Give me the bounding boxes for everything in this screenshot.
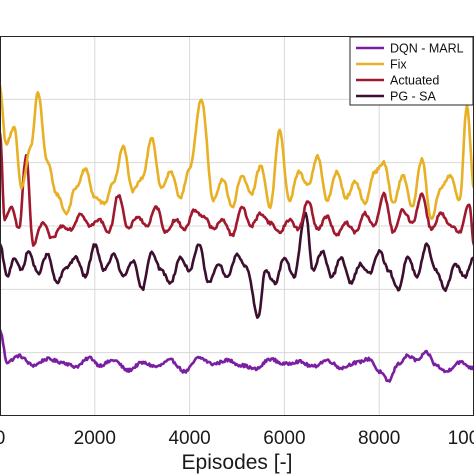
series-line-pg-sa xyxy=(0,211,474,319)
legend-entry-label: Fix xyxy=(390,58,407,72)
x-axis-label: Episodes [-] xyxy=(182,451,293,474)
x-tick-label: 4000 xyxy=(168,428,210,449)
x-tick-label: 8000 xyxy=(358,428,400,449)
series-line-fix xyxy=(0,84,474,220)
legend: DQN - MARL Fix Actuated PG - SA xyxy=(349,36,474,106)
x-tick-label: 10000 xyxy=(448,428,474,449)
legend-entry-label: PG - SA xyxy=(390,90,437,104)
series-line-actuated xyxy=(0,131,474,247)
x-tick-label: 2000 xyxy=(74,428,116,449)
series-line-dqn-marl xyxy=(0,328,474,383)
series-lines xyxy=(0,84,474,383)
legend-entry-label: Actuated xyxy=(390,74,439,88)
x-tick-label: 0 xyxy=(0,428,5,449)
x-tick-label: 6000 xyxy=(263,428,305,449)
x-tick-labels: 0 2000 4000 6000 8000 10000 xyxy=(0,428,474,449)
legend-entry-label: DQN - MARL xyxy=(390,42,464,56)
